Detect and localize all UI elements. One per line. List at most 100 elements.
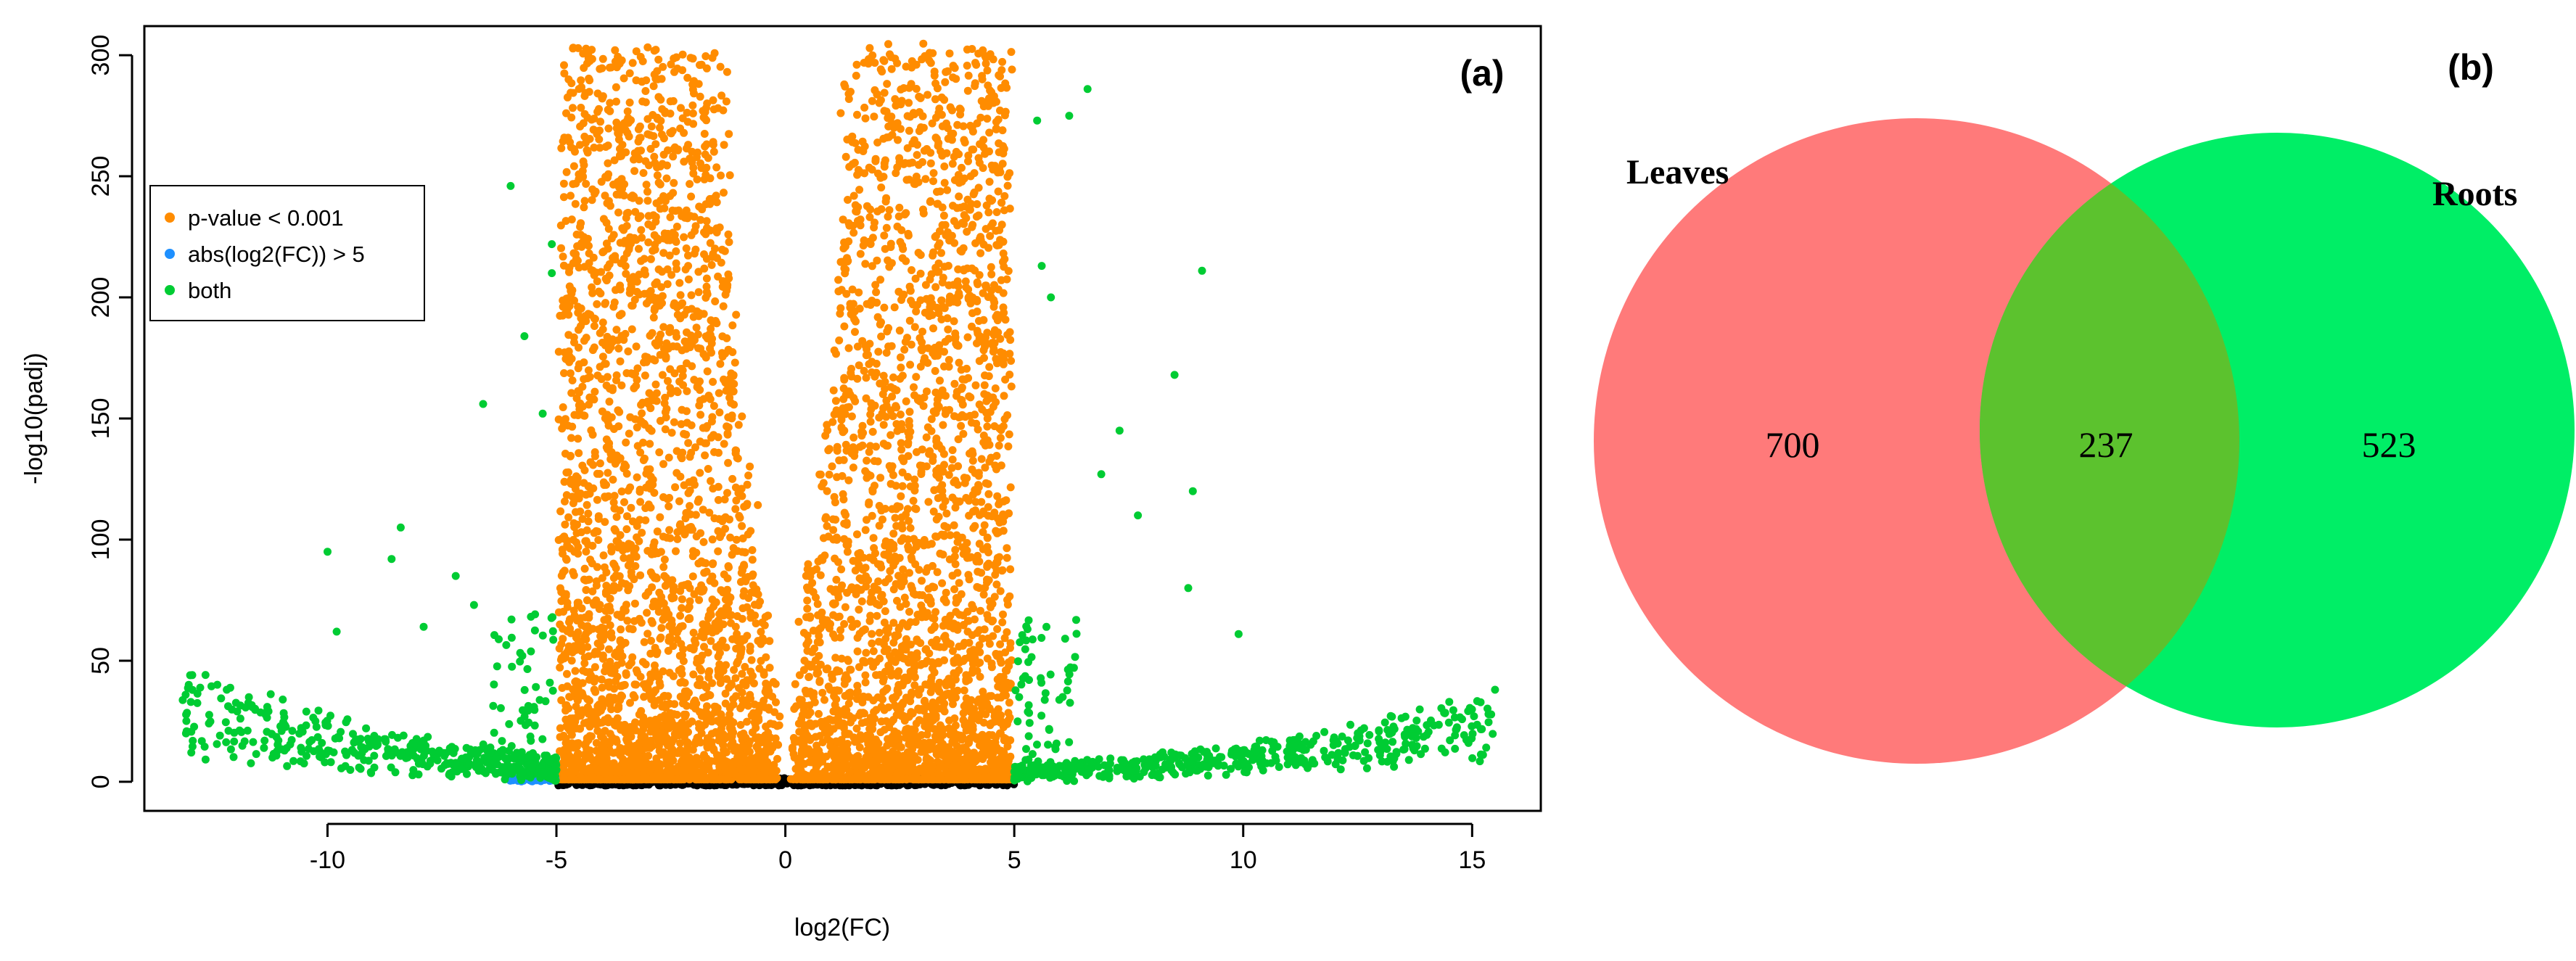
point-pvalue bbox=[633, 533, 641, 542]
point-pvalue bbox=[730, 400, 738, 409]
point-pvalue bbox=[557, 144, 566, 152]
point-pvalue bbox=[670, 299, 679, 308]
point-pvalue bbox=[996, 434, 1005, 442]
point-pvalue bbox=[617, 487, 626, 496]
point-pvalue bbox=[604, 225, 613, 233]
point-pvalue bbox=[562, 469, 571, 477]
point-pvalue bbox=[635, 516, 644, 524]
point-pvalue bbox=[685, 524, 694, 532]
point-pvalue bbox=[688, 756, 696, 765]
point-pvalue bbox=[677, 640, 686, 648]
point-pvalue bbox=[677, 104, 685, 112]
point-pvalue bbox=[580, 203, 588, 212]
point-pvalue bbox=[662, 339, 671, 347]
point-pvalue bbox=[621, 638, 630, 647]
point-pvalue bbox=[686, 337, 694, 346]
point-pvalue bbox=[979, 590, 988, 599]
point-pvalue bbox=[763, 758, 772, 767]
point-pvalue bbox=[735, 684, 743, 693]
point-pvalue bbox=[585, 668, 594, 677]
point-pvalue bbox=[575, 401, 583, 410]
point-pvalue bbox=[734, 421, 743, 429]
point-pvalue bbox=[725, 238, 733, 247]
point-pvalue bbox=[948, 455, 957, 464]
point-pvalue bbox=[861, 678, 870, 687]
point-pvalue bbox=[624, 561, 633, 570]
point-pvalue bbox=[608, 384, 617, 392]
point-pvalue bbox=[659, 150, 668, 159]
point-pvalue bbox=[849, 463, 857, 472]
point-pvalue bbox=[571, 199, 580, 208]
point-pvalue bbox=[991, 384, 1000, 392]
point-pvalue bbox=[665, 751, 674, 760]
point-pvalue bbox=[754, 500, 762, 509]
point-pvalue bbox=[561, 653, 570, 661]
point-pvalue bbox=[605, 397, 614, 406]
point-pvalue bbox=[652, 754, 661, 763]
point-pvalue bbox=[669, 766, 678, 775]
point-pvalue bbox=[896, 411, 905, 418]
point-pvalue bbox=[625, 132, 633, 141]
point-pvalue bbox=[645, 161, 653, 170]
point-pvalue bbox=[666, 191, 675, 200]
point-pvalue bbox=[933, 568, 942, 577]
point-pvalue bbox=[569, 519, 578, 527]
point-pvalue bbox=[635, 754, 643, 763]
point-pvalue bbox=[711, 317, 720, 325]
point-pvalue bbox=[653, 527, 662, 536]
point-pvalue bbox=[578, 382, 587, 391]
point-pvalue bbox=[686, 154, 694, 163]
point-pvalue bbox=[680, 233, 688, 242]
point-pvalue bbox=[569, 499, 577, 508]
point-pvalue bbox=[889, 412, 897, 421]
point-pvalue bbox=[707, 348, 715, 357]
point-pvalue bbox=[735, 511, 744, 520]
point-pvalue bbox=[604, 645, 613, 653]
point-pvalue bbox=[743, 603, 752, 611]
point-pvalue bbox=[748, 546, 757, 554]
point-pvalue bbox=[583, 735, 592, 744]
point-pvalue bbox=[607, 547, 616, 556]
point-pvalue bbox=[719, 740, 727, 748]
point-pvalue bbox=[763, 734, 772, 743]
point-pvalue bbox=[593, 300, 601, 308]
point-pvalue bbox=[676, 611, 685, 620]
point-pvalue bbox=[614, 702, 623, 710]
point-pvalue bbox=[733, 547, 741, 556]
point-pvalue bbox=[905, 608, 913, 616]
point-pvalue bbox=[596, 65, 604, 73]
point-pvalue bbox=[588, 675, 596, 684]
point-pvalue bbox=[650, 489, 659, 497]
point-pvalue bbox=[788, 745, 797, 754]
point-pvalue bbox=[617, 310, 626, 318]
point-pvalue bbox=[611, 46, 620, 54]
point-pvalue bbox=[707, 433, 715, 442]
point-pvalue bbox=[594, 512, 603, 521]
point-pvalue bbox=[771, 680, 780, 688]
point-pvalue bbox=[564, 75, 573, 83]
point-not-significant bbox=[903, 781, 912, 790]
point-pvalue bbox=[556, 584, 564, 593]
point-pvalue bbox=[634, 214, 643, 223]
point-pvalue bbox=[635, 197, 643, 205]
point-pvalue bbox=[560, 133, 569, 142]
point-pvalue bbox=[713, 717, 722, 725]
point-pvalue bbox=[659, 62, 667, 71]
point-pvalue bbox=[567, 143, 575, 152]
point-pvalue bbox=[577, 621, 586, 630]
point-pvalue bbox=[606, 730, 614, 738]
point-pvalue bbox=[707, 260, 716, 269]
point-pvalue bbox=[715, 643, 724, 652]
point-pvalue bbox=[696, 529, 705, 537]
point-pvalue bbox=[672, 247, 680, 255]
point-pvalue bbox=[662, 533, 671, 542]
point-pvalue bbox=[696, 386, 704, 395]
point-pvalue bbox=[636, 672, 645, 681]
point-pvalue bbox=[861, 260, 870, 268]
point-pvalue bbox=[674, 146, 682, 154]
point-pvalue bbox=[560, 61, 568, 70]
point-pvalue bbox=[559, 403, 567, 411]
point-pvalue bbox=[559, 624, 567, 633]
point-pvalue bbox=[751, 757, 760, 766]
point-pvalue bbox=[670, 67, 678, 76]
